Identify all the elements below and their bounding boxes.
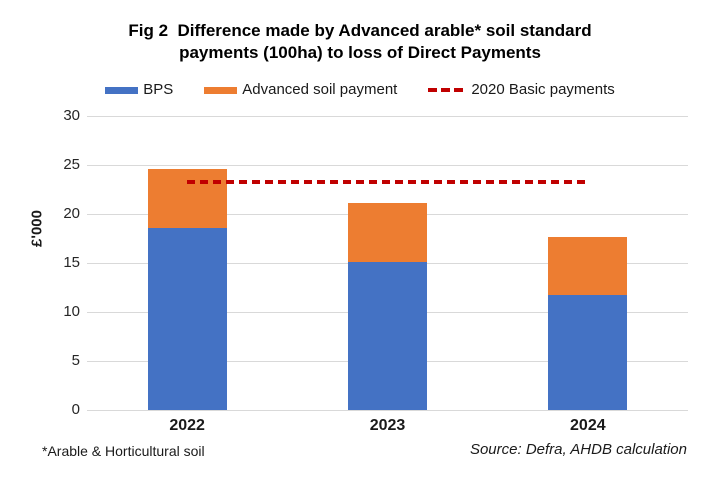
y-tick-label-15: 15 <box>63 254 80 271</box>
source-attribution: Source: Defra, AHDB calculation <box>469 441 687 458</box>
x-axis-tick-labels: 2022 2023 2024 <box>87 417 688 437</box>
gridline-30 <box>87 115 688 117</box>
y-tick-label-20: 20 <box>63 205 80 222</box>
legend-label-bps: BPS <box>143 81 174 98</box>
legend-item-bps: BPS <box>105 80 173 100</box>
chart-title-line2: payments (100ha) to loss of Direct Payme… <box>179 43 541 62</box>
chart-title-line1: Fig 2 Difference made by Advanced arable… <box>128 21 592 40</box>
plot-area <box>87 115 688 411</box>
bar-2023-advanced-soil-payment <box>348 203 427 263</box>
bar-2022-bps <box>147 227 227 410</box>
gridline-0 <box>87 409 688 411</box>
reference-line-2020-basic-payments <box>187 179 588 184</box>
x-tick-label-2024: 2024 <box>570 417 606 434</box>
bps-series-swatch-icon <box>105 86 139 94</box>
y-tick-label-25: 25 <box>63 156 80 173</box>
y-tick-label-30: 30 <box>63 107 80 124</box>
gridline-25 <box>87 164 688 166</box>
legend-label-advanced-soil-payment: Advanced soil payment <box>242 81 398 98</box>
footnote: *Arable & Horticultural soil <box>42 443 205 459</box>
bar-2022-advanced-soil-payment <box>147 168 227 228</box>
x-tick-label-2023: 2023 <box>369 417 406 434</box>
y-tick-label-0: 0 <box>71 401 80 418</box>
legend-label-2020-basic-payments: 2020 Basic payments <box>471 81 615 98</box>
y-tick-label-10: 10 <box>63 303 80 320</box>
y-tick-label-5: 5 <box>71 352 80 369</box>
legend: BPS Advanced soil payment 2020 Basic pay… <box>0 80 720 100</box>
x-tick-label-2022: 2022 <box>169 417 205 434</box>
advanced-soil-series-swatch-icon <box>204 86 238 94</box>
legend-item-advanced-soil-payment: Advanced soil payment <box>204 80 397 100</box>
basic-payments-dash-swatch-icon <box>428 88 467 92</box>
bar-2024-bps <box>548 295 628 410</box>
bar-2023-bps <box>348 262 427 410</box>
bar-2024-advanced-soil-payment <box>548 236 628 296</box>
chart-title: Fig 2 Difference made by Advanced arable… <box>0 20 720 64</box>
legend-item-2020-basic-payments: 2020 Basic payments <box>428 80 615 100</box>
